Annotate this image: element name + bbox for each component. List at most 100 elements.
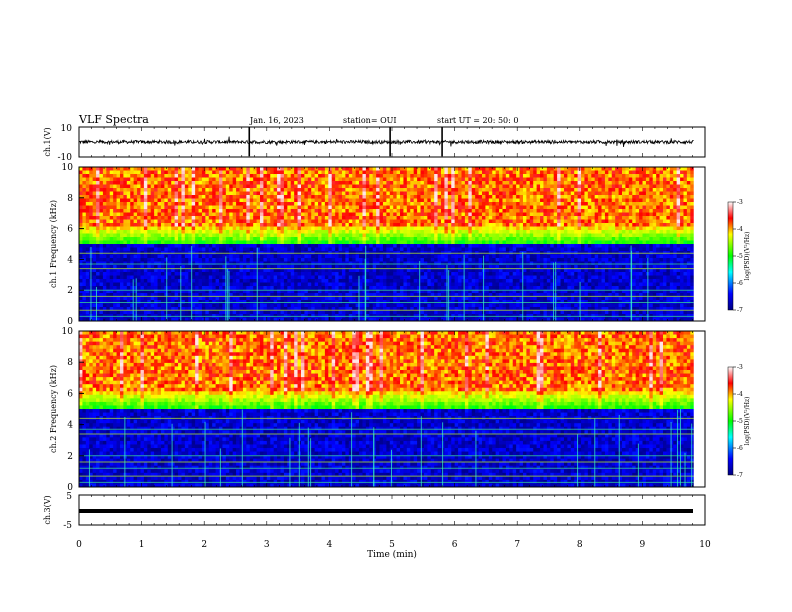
spectrogram-cell bbox=[208, 205, 213, 210]
spectrogram-cell bbox=[242, 237, 247, 241]
spectrogram-cell bbox=[229, 209, 234, 213]
spectrogram-cell bbox=[99, 198, 104, 203]
spectrogram-cell bbox=[157, 244, 162, 248]
spectrogram-cell bbox=[400, 237, 404, 241]
spectrogram-cell bbox=[321, 300, 326, 304]
spectrogram-cell bbox=[143, 286, 148, 290]
spectrogram-cell bbox=[184, 202, 189, 206]
spectrogram-cell bbox=[324, 289, 329, 294]
spectrogram-cell bbox=[352, 181, 357, 185]
spectrogram-cell bbox=[160, 230, 165, 234]
spectrogram-cell bbox=[277, 303, 281, 308]
spectrogram-cell bbox=[147, 237, 152, 241]
spectrogram-cell bbox=[256, 303, 261, 308]
spectrogram-cell bbox=[352, 254, 357, 259]
spectrogram-cell bbox=[92, 300, 97, 304]
spectrogram-cell bbox=[222, 289, 227, 294]
spectrogram-cell bbox=[212, 223, 217, 227]
spectrogram-cell bbox=[232, 195, 237, 199]
spectrogram-cell bbox=[338, 282, 343, 287]
spectrogram-cell bbox=[126, 226, 131, 231]
spectrogram-cell bbox=[208, 223, 213, 227]
spectrogram-cell bbox=[79, 310, 83, 315]
spectrogram-cell bbox=[300, 261, 305, 266]
spectrogram-cell bbox=[253, 303, 257, 308]
spectrogram-cell bbox=[106, 293, 111, 297]
spectrogram-cell bbox=[376, 293, 380, 297]
spectrogram-cell bbox=[406, 233, 411, 238]
spectrogram-cell bbox=[277, 226, 281, 231]
spectrogram-cell bbox=[96, 272, 100, 276]
spectrogram-cell bbox=[188, 216, 193, 220]
spectrogram-cell bbox=[355, 216, 360, 220]
spectrogram-cell bbox=[266, 310, 271, 315]
spectrogram-cell bbox=[160, 191, 165, 196]
spectrogram-cell bbox=[113, 303, 117, 308]
spectrogram-cell bbox=[420, 317, 425, 321]
spectrogram-cell bbox=[150, 275, 155, 280]
spectrogram-cell bbox=[420, 261, 425, 266]
spectrogram-cell bbox=[341, 237, 346, 241]
spectrogram-cell bbox=[232, 223, 237, 227]
spectrogram-cell bbox=[386, 261, 391, 266]
spectrogram-cell bbox=[150, 296, 155, 301]
spectrogram-cell bbox=[335, 181, 339, 185]
spectrogram-cell bbox=[208, 219, 213, 224]
spectrogram-cell bbox=[79, 216, 83, 220]
spectrogram-cell bbox=[427, 219, 432, 224]
spectrogram-cell bbox=[154, 289, 158, 294]
spectrogram-cell bbox=[154, 300, 158, 304]
spectrogram-cell bbox=[321, 230, 326, 234]
spectrogram-cell bbox=[260, 254, 264, 259]
spectrogram-cell bbox=[171, 216, 176, 220]
spectrogram-cell bbox=[229, 212, 234, 217]
spectrogram-cell bbox=[277, 191, 281, 196]
spectrogram-cell bbox=[157, 237, 162, 241]
spectrogram-cell bbox=[352, 230, 357, 234]
spectrogram-cell bbox=[410, 240, 415, 245]
spectrogram-cell bbox=[154, 237, 158, 241]
spectrogram-cell bbox=[174, 310, 179, 315]
spectrogram-cell bbox=[348, 230, 353, 234]
spectrogram-cell bbox=[249, 300, 254, 304]
spectrogram-cell bbox=[376, 296, 380, 301]
spectrogram-cell bbox=[297, 286, 302, 290]
spectrogram-cell bbox=[263, 303, 268, 308]
spectrogram-cell bbox=[266, 300, 271, 304]
spectrogram-cell bbox=[96, 216, 100, 220]
spectrogram-cell bbox=[256, 275, 261, 280]
spectrogram-cell bbox=[246, 219, 251, 224]
spectrogram-cell bbox=[314, 226, 319, 231]
spectrogram-cell bbox=[266, 293, 271, 297]
spectrogram-cell bbox=[208, 209, 213, 213]
spectrogram-cell bbox=[427, 279, 432, 283]
spectrogram-cell bbox=[198, 223, 203, 227]
spectrogram-cell bbox=[160, 212, 165, 217]
spectrogram-cell bbox=[348, 198, 353, 203]
spectrogram-cell bbox=[222, 240, 227, 245]
spectrogram-cell bbox=[427, 202, 432, 206]
spectrogram-cell bbox=[307, 233, 312, 238]
spectrogram-cell bbox=[198, 181, 203, 185]
spectrogram-cell bbox=[406, 212, 411, 217]
station-label: station= OUI bbox=[343, 116, 397, 125]
spectrogram-cell bbox=[307, 195, 312, 199]
ch1-waveform-panel: 10 -10 ch.1(V) bbox=[43, 124, 706, 163]
spectrogram-cell bbox=[263, 195, 268, 199]
spectrogram-cell bbox=[413, 286, 418, 290]
spectrogram-cell bbox=[300, 226, 305, 231]
spectrogram-cell bbox=[249, 286, 254, 290]
spectrogram-cell bbox=[283, 195, 288, 199]
spectrogram-cell bbox=[386, 307, 391, 311]
spectrogram-cell bbox=[311, 310, 316, 315]
spectrogram-cell bbox=[287, 244, 292, 248]
spectrogram-cell bbox=[167, 244, 172, 248]
spectrogram-cell bbox=[184, 258, 189, 262]
spectrogram-cell bbox=[246, 174, 251, 178]
spectrogram-cell bbox=[205, 237, 210, 241]
spectrogram-cell bbox=[270, 282, 275, 287]
spectrogram-cell bbox=[359, 209, 363, 213]
spectrogram-cell bbox=[362, 317, 367, 321]
spectrogram-cell bbox=[205, 261, 210, 266]
spectrogram-cell bbox=[376, 303, 380, 308]
